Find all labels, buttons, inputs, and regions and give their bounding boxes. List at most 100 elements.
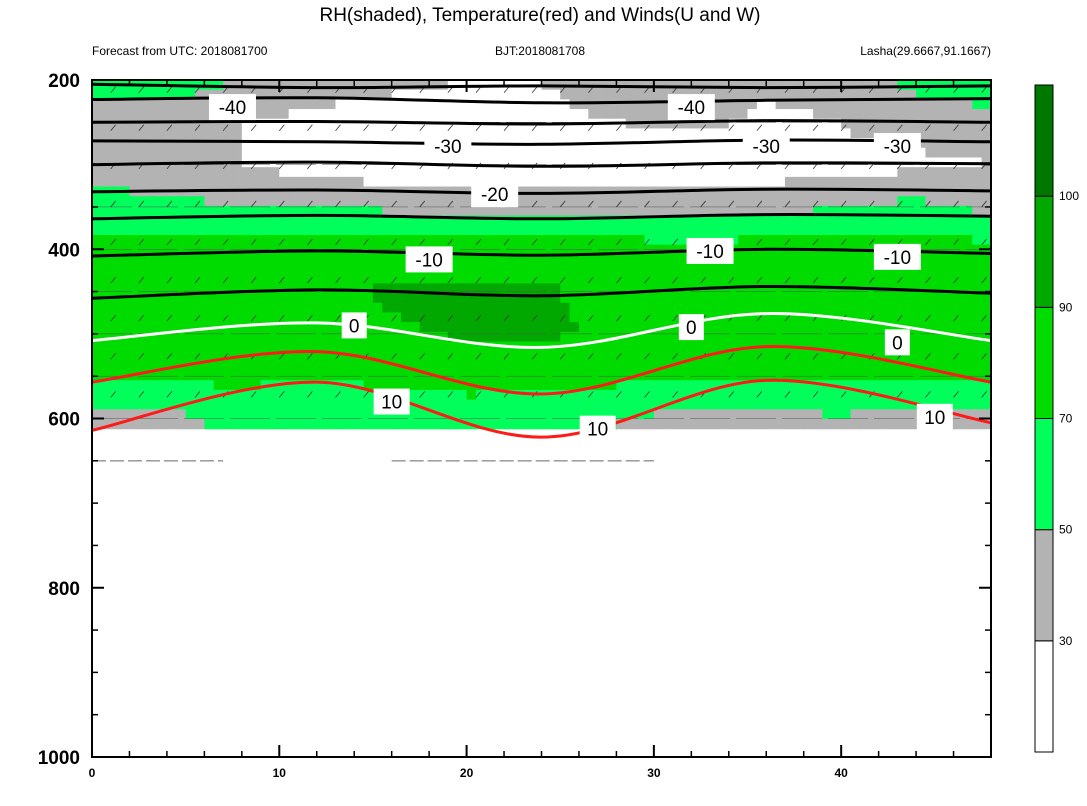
rh-cell [569, 273, 580, 284]
rh-cell [738, 264, 749, 275]
rh-cell [681, 360, 692, 372]
rh-cell [616, 302, 627, 314]
rh-cell [541, 157, 552, 168]
rh-cell [260, 167, 271, 178]
rh-cell [635, 80, 646, 91]
rh-cell [485, 418, 496, 430]
rh-cell [841, 351, 852, 362]
rh-cell [607, 409, 618, 420]
rh-cell [129, 283, 140, 294]
rh-cell [560, 225, 571, 236]
rh-cell [298, 370, 308, 381]
rh-cell [925, 380, 936, 391]
rh-cell [138, 331, 149, 343]
rh-cell [391, 176, 402, 188]
rh-cell [223, 225, 234, 236]
rh-cell [784, 147, 795, 159]
rh-cell [269, 322, 280, 333]
rh-cell [953, 128, 964, 139]
wind-barb [278, 391, 285, 398]
rh-cell [195, 234, 205, 246]
rh-cell [916, 322, 927, 333]
rh-cell [887, 205, 898, 217]
wind-barb [307, 124, 313, 132]
wind-barb [700, 124, 707, 132]
rh-cell [691, 176, 702, 188]
rh-cell [841, 264, 852, 275]
rh-cell [653, 380, 664, 391]
rh-cell [204, 215, 215, 226]
rh-cell [438, 283, 449, 294]
rh-cell [213, 138, 224, 149]
wind-barb [784, 391, 791, 398]
rh-cell [616, 176, 627, 188]
rh-cell [653, 264, 664, 275]
rh-cell [597, 157, 608, 168]
rh-cell [738, 254, 749, 265]
rh-cell [841, 341, 852, 352]
rh-cell [784, 128, 795, 139]
rh-cell [878, 370, 889, 381]
rh-cell [279, 322, 290, 333]
rh-cell [120, 205, 131, 217]
rh-cell [859, 331, 870, 343]
rh-cell [747, 196, 758, 207]
rh-cell [204, 196, 215, 207]
rh-cell [251, 215, 262, 226]
rh-cell [101, 264, 112, 275]
rh-cell [363, 331, 374, 343]
rh-cell [719, 138, 730, 149]
rh-cell [129, 264, 140, 275]
rh-cell [560, 205, 571, 217]
rh-cell [110, 370, 121, 381]
rh-cell [803, 293, 814, 304]
rh-cell [691, 128, 702, 139]
wind-barb [250, 314, 257, 322]
rh-cell [588, 128, 599, 139]
rh-cell [822, 331, 833, 343]
rh-cell [850, 118, 861, 130]
rh-cell [326, 89, 337, 100]
rh-cell [588, 205, 599, 217]
rh-cell [419, 205, 430, 217]
rh-cell [307, 351, 318, 362]
rh-cell [607, 128, 618, 139]
rh-cell [401, 380, 411, 391]
rh-cell [944, 147, 955, 159]
rh-cell [859, 389, 870, 401]
rh-cell [653, 409, 664, 420]
rh-cell [766, 254, 777, 265]
rh-cell [316, 331, 327, 343]
rh-cell [850, 331, 861, 343]
rh-cell [157, 283, 168, 294]
rh-cell [644, 264, 655, 275]
rh-cell [972, 99, 983, 110]
rh-cell [391, 302, 402, 314]
rh-cell [92, 254, 102, 265]
rh-cell [410, 225, 421, 236]
rh-cell [354, 409, 365, 420]
rh-cell [887, 409, 898, 420]
rh-cell [475, 331, 486, 343]
rh-cell [663, 341, 674, 352]
rh-cell [494, 360, 505, 372]
rh-cell [887, 370, 898, 381]
rh-cell [251, 380, 262, 391]
rh-cell [429, 225, 440, 236]
rh-cell [166, 254, 177, 265]
rh-cell [710, 80, 721, 91]
rh-cell [363, 234, 374, 246]
rh-cell [157, 370, 168, 381]
rh-cell [756, 167, 767, 178]
rh-cell [597, 341, 608, 352]
rh-cell [101, 331, 112, 343]
rh-cell [391, 244, 402, 255]
rh-cell [372, 293, 383, 304]
rh-cell [269, 234, 280, 246]
rh-cell [597, 205, 608, 217]
rh-cell [513, 409, 524, 420]
rh-cell [372, 89, 383, 100]
rh-cell [887, 167, 898, 178]
rh-cell [401, 215, 411, 226]
rh-cell [335, 205, 346, 217]
